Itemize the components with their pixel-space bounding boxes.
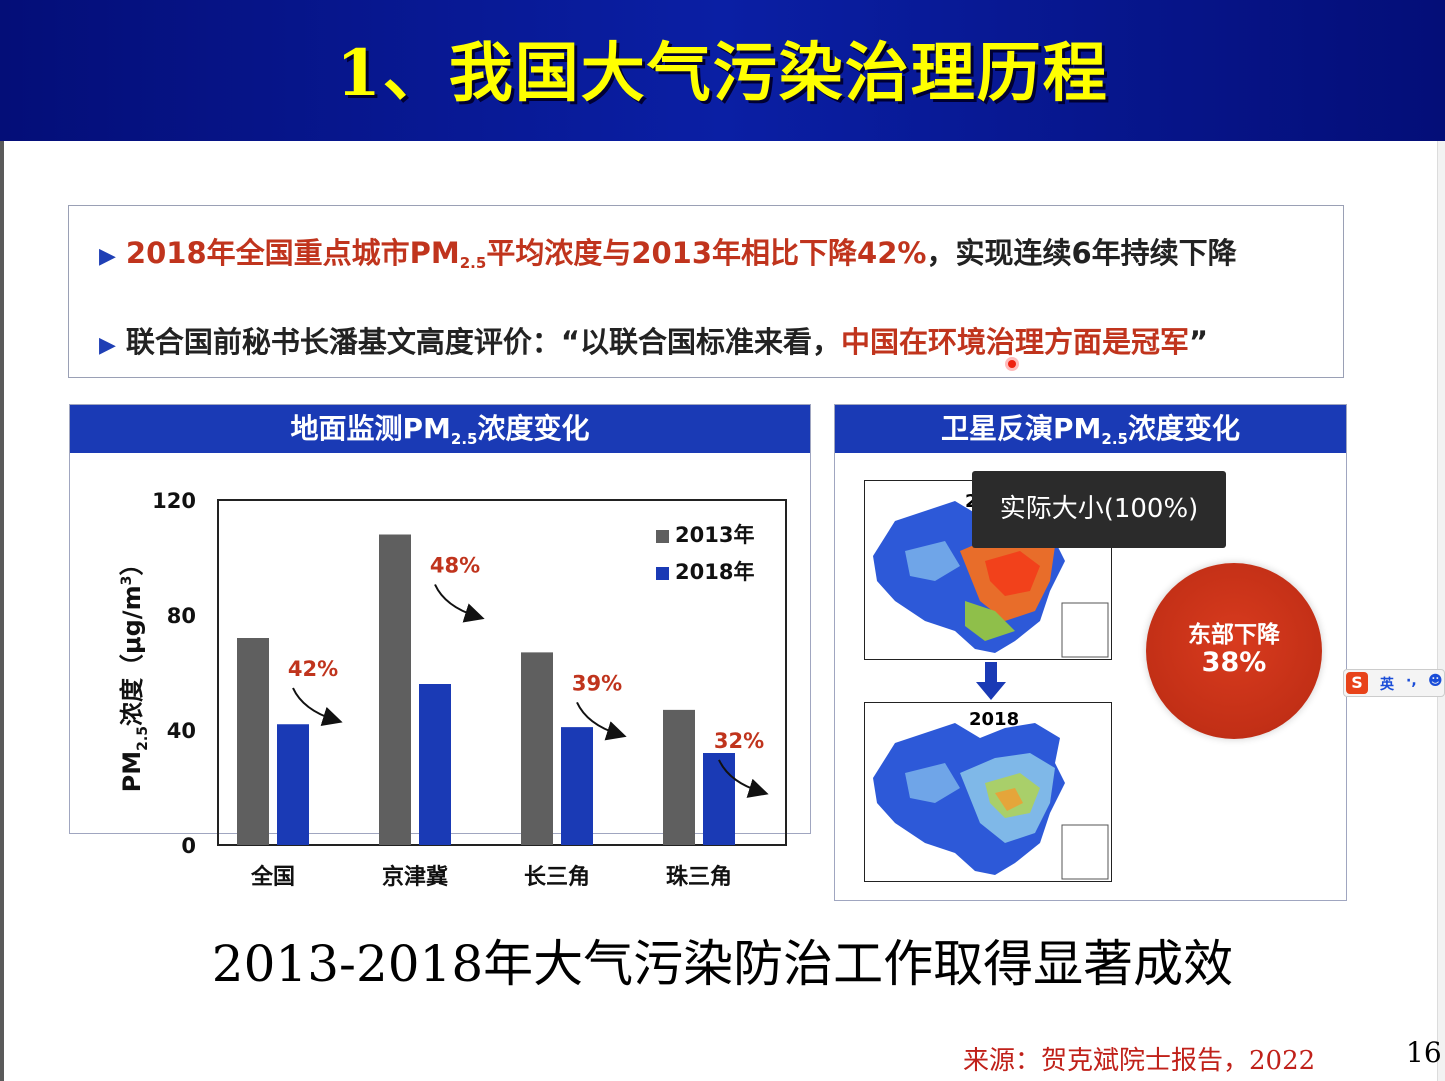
bullet-2-red: 中国在环境治理方面是冠军: [840, 325, 1189, 359]
x-tick-label: 珠三角: [666, 864, 732, 890]
east-decline-badge: 东部下降 38%: [1146, 563, 1322, 739]
ime-mode-toggle[interactable]: 英: [1380, 677, 1394, 693]
ground-title-sub: 2.5: [450, 430, 478, 448]
satellite-panel-title: 卫星反演PM2.5浓度变化: [835, 405, 1346, 453]
zoom-tooltip: 实际大小(100%): [972, 471, 1226, 548]
y-tick-label: 0: [181, 834, 196, 858]
ground-panel-title: 地面监测PM2.5浓度变化: [70, 405, 810, 453]
x-tick-label: 全国: [250, 864, 295, 890]
left-edge: [0, 141, 4, 1081]
slide-header: [0, 0, 1445, 141]
ime-toolbar[interactable]: S 英 ·, ☻: [1343, 669, 1445, 697]
map-2018: 2018: [864, 702, 1112, 882]
ground-title-post: 浓度变化: [477, 412, 590, 445]
bullet-1-sub: 2.5: [459, 254, 487, 272]
bullet-2-end: ”: [1189, 325, 1209, 359]
x-axis-labels: 全国 京津冀 长三角 珠三角: [250, 864, 732, 890]
page-number: 16: [1406, 1036, 1442, 1069]
slide-title: 1、我国大气污染治理历程: [336, 36, 1109, 111]
bullet-triangle-icon: ▶: [99, 333, 116, 358]
slide-subtitle: 2013-2018年大气污染防治工作取得显著成效: [211, 935, 1234, 993]
bullet-2-black: 联合国前秘书长潘基文高度评价：“以联合国标准来看，: [125, 325, 841, 359]
sogou-logo-icon[interactable]: S: [1346, 672, 1368, 694]
badge-label: 东部下降: [1188, 622, 1280, 648]
source-citation: 来源：贺克斌院士报告，2022: [963, 1046, 1316, 1076]
right-edge: [1437, 141, 1445, 1081]
ime-punct-toggle[interactable]: ·,: [1406, 673, 1417, 689]
bullet-1: ▶ 2018年全国重点城市PM2.5平均浓度与2013年相比下降42%，实现连续6…: [99, 230, 1237, 272]
ime-emoji-icon[interactable]: ☻: [1428, 673, 1443, 689]
ground-monitoring-panel: 地面监测PM2.5浓度变化: [69, 404, 811, 834]
bullet-2: ▶ 联合国前秘书长潘基文高度评价：“以联合国标准来看，中国在环境治理方面是冠军”: [99, 319, 1208, 361]
down-arrow-icon: [976, 662, 1006, 700]
badge-value: 38%: [1201, 647, 1267, 678]
satellite-title-sub: 2.5: [1101, 430, 1128, 448]
china-map-2018-image: [873, 723, 1109, 880]
laser-pointer-dot: [1008, 360, 1016, 368]
x-tick-label: 京津冀: [382, 864, 448, 890]
bullet-triangle-icon: ▶: [99, 244, 116, 269]
bullet-1-black: ，实现连续6年持续下降: [926, 236, 1237, 270]
ground-title-pre: 地面监测PM: [290, 412, 451, 445]
bullet-1-red-a: 2018年全国重点城市PM: [125, 236, 460, 270]
x-tick-label: 长三角: [524, 864, 590, 890]
bullet-box: ▶ 2018年全国重点城市PM2.5平均浓度与2013年相比下降42%，实现连续6…: [68, 205, 1344, 378]
bullet-1-red-b: 平均浓度与2013年相比下降42%: [486, 236, 927, 270]
satellite-title-pre: 卫星反演PM: [941, 412, 1102, 445]
map-2018-label: 2018: [969, 709, 1020, 730]
satellite-title-post: 浓度变化: [1127, 412, 1240, 445]
